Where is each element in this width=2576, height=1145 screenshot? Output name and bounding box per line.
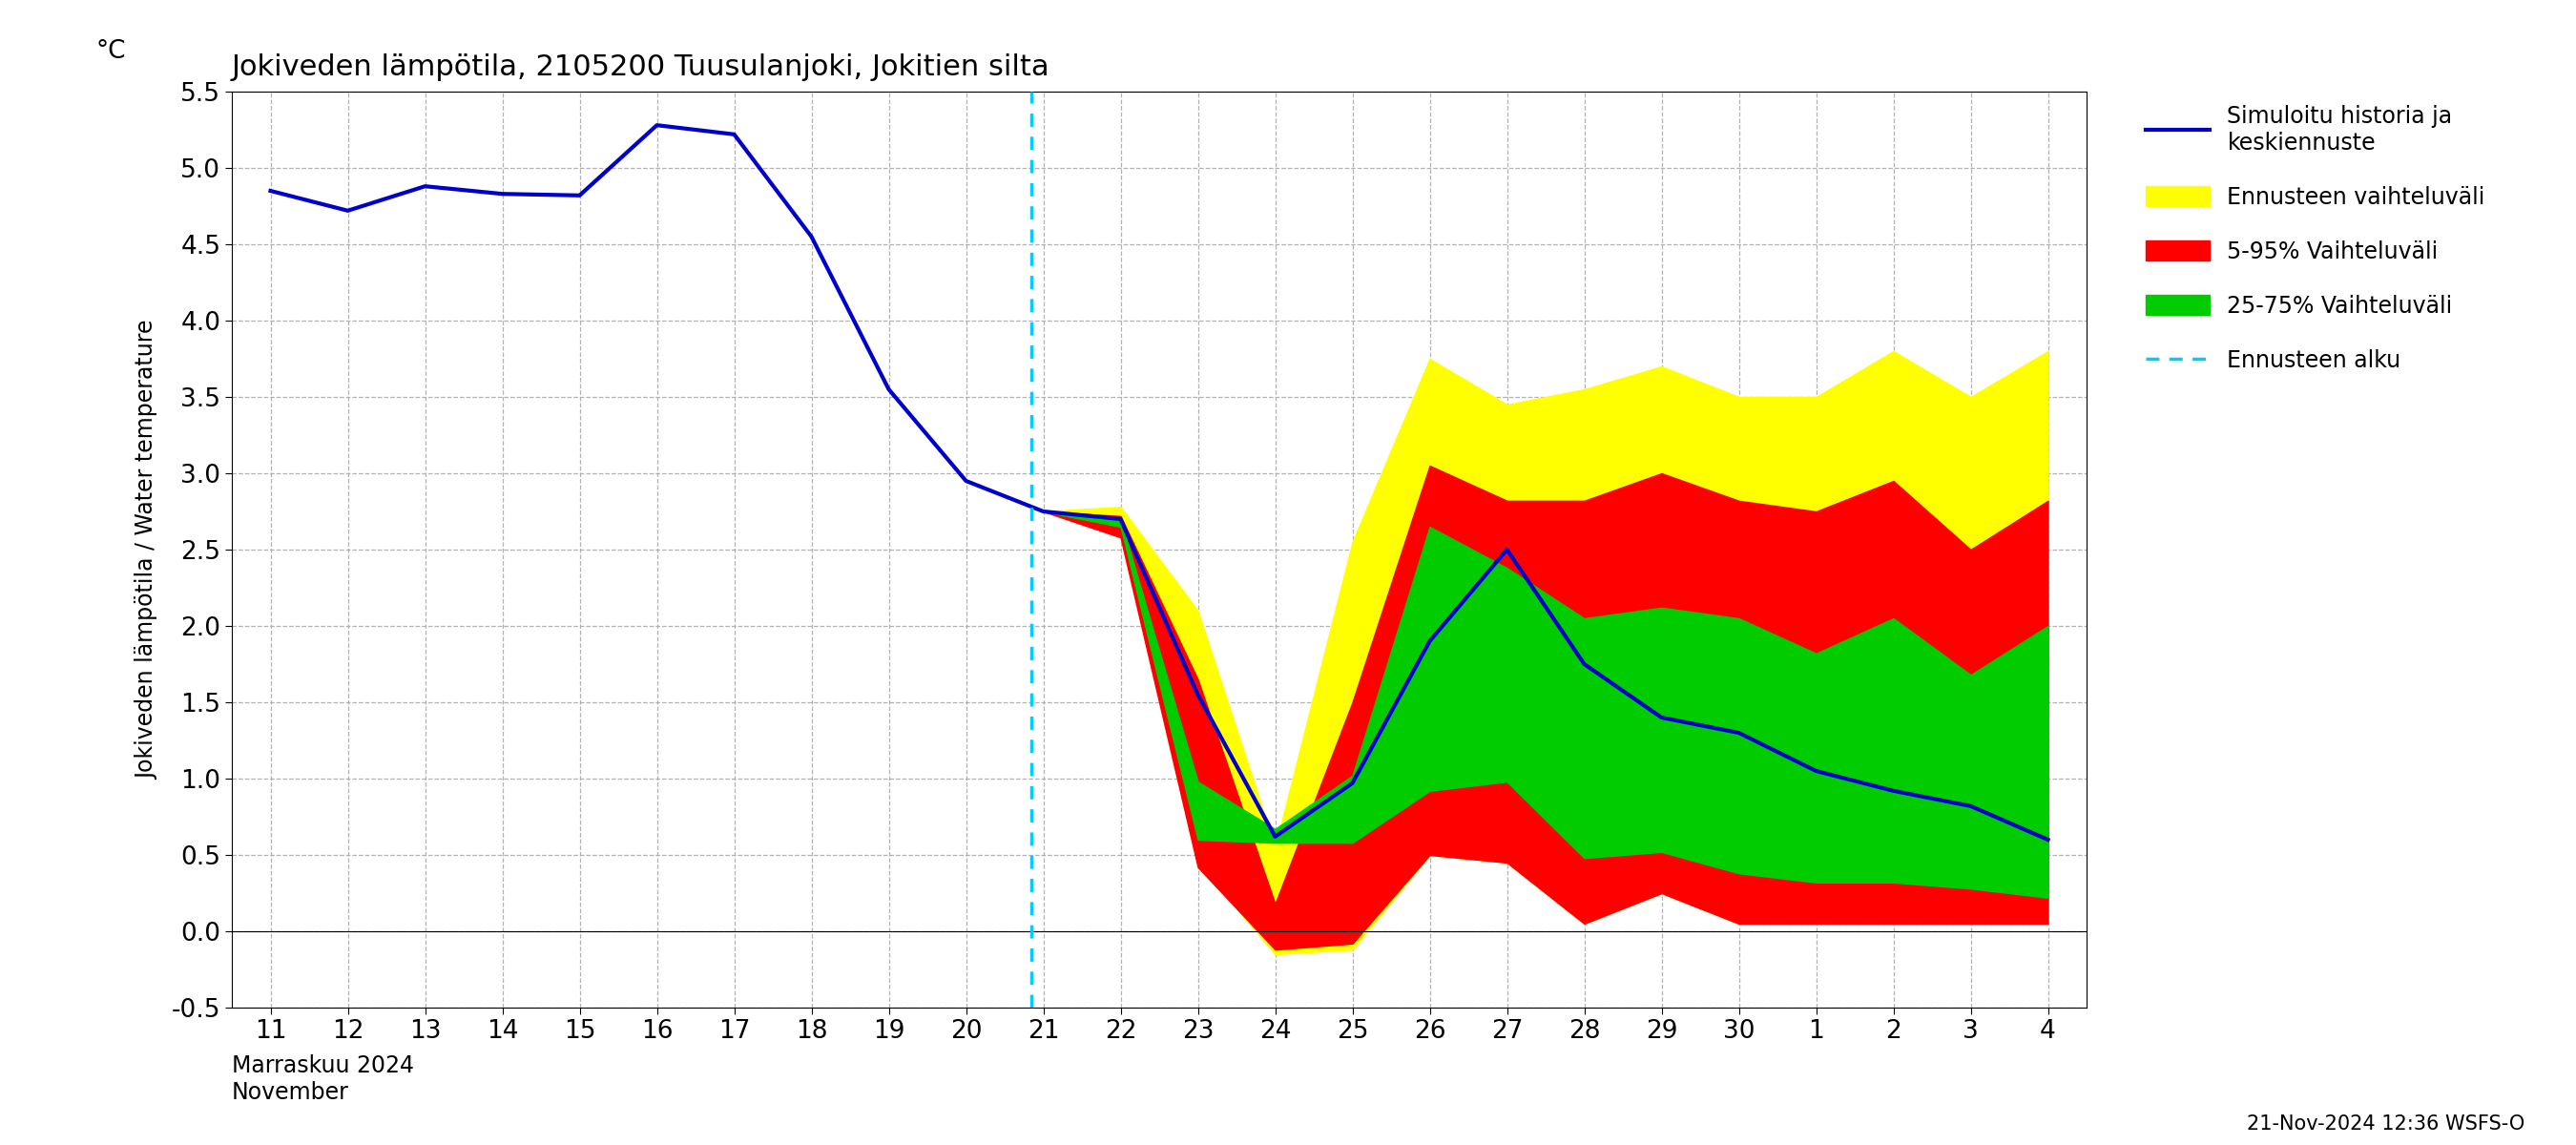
Text: °C: °C (95, 39, 126, 64)
X-axis label: Marraskuu 2024
November: Marraskuu 2024 November (232, 1055, 415, 1104)
Y-axis label: Jokiveden lämpötila / Water temperature: Jokiveden lämpötila / Water temperature (137, 319, 157, 780)
Text: 21-Nov-2024 12:36 WSFS-O: 21-Nov-2024 12:36 WSFS-O (2246, 1114, 2524, 1134)
Text: Jokiveden lämpötila, 2105200 Tuusulanjoki, Jokitien silta: Jokiveden lämpötila, 2105200 Tuusulanjok… (232, 54, 1051, 81)
Legend: Simuloitu historia ja
keskiennuste, Ennusteen vaihteluväli, 5-95% Vaihteluväli, : Simuloitu historia ja keskiennuste, Ennu… (2136, 94, 2496, 384)
